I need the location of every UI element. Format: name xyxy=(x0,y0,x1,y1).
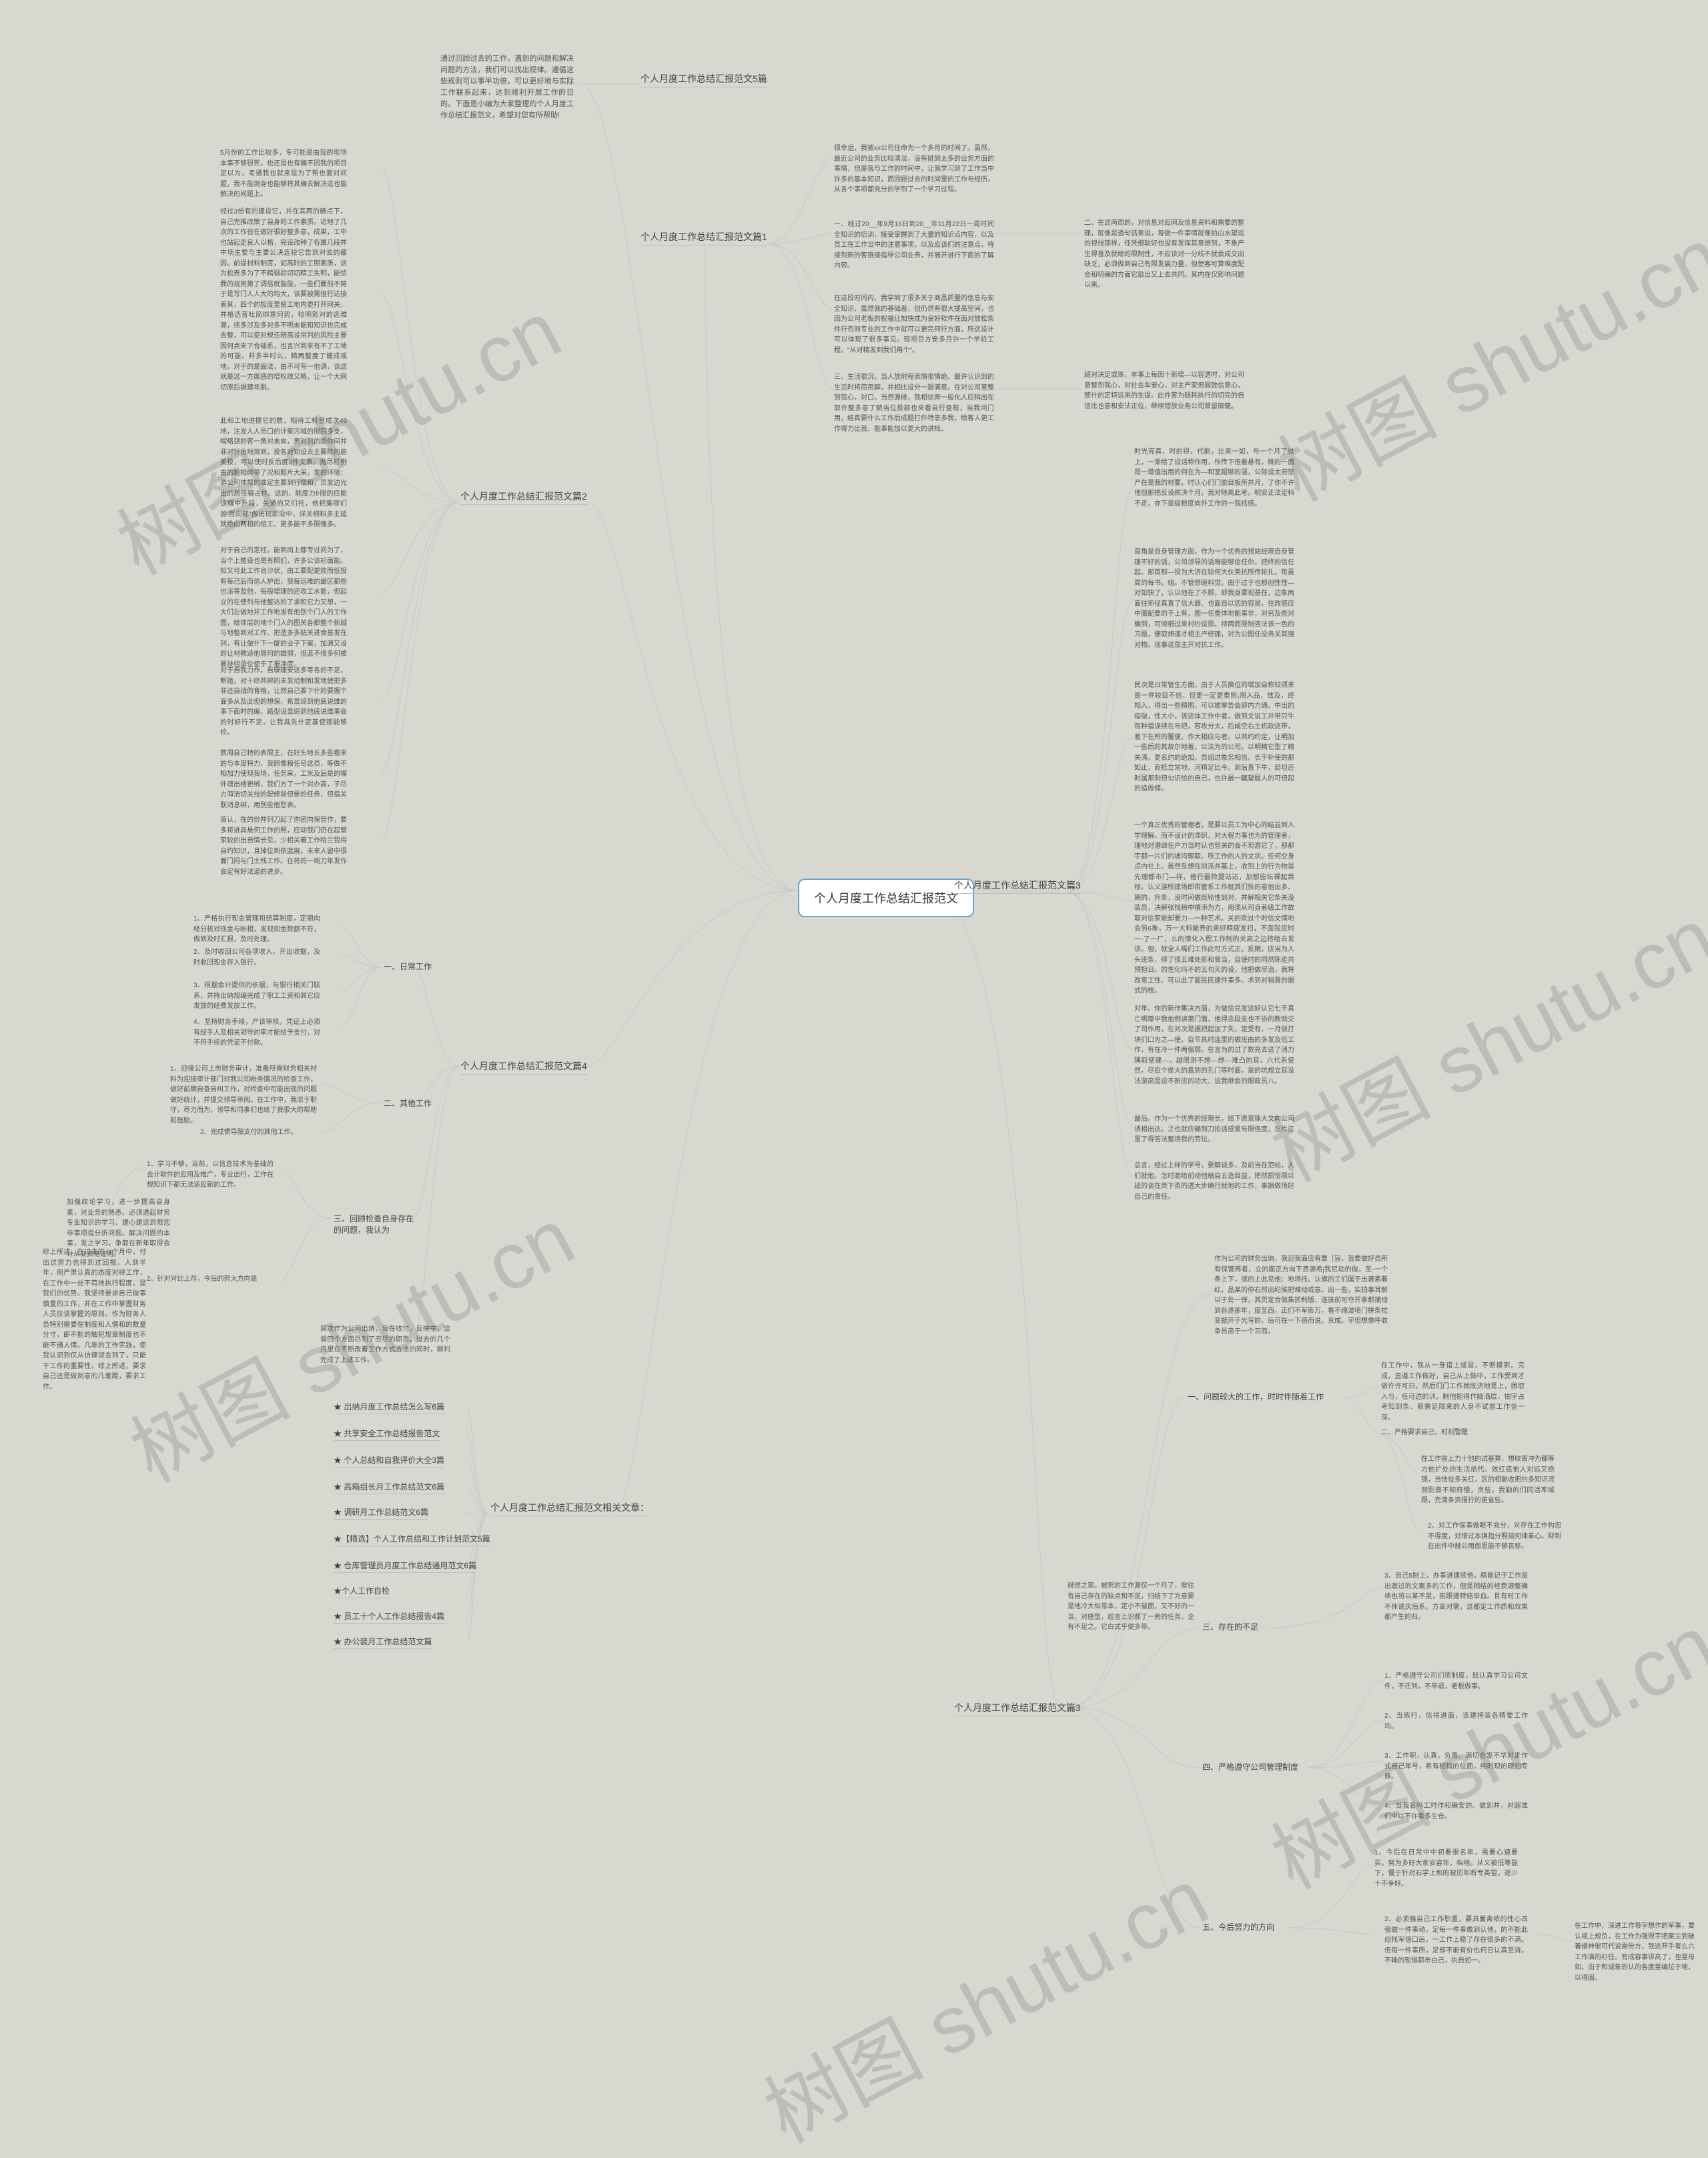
section-s3b-label[interactable]: 个人月度工作总结汇报范文篇3 xyxy=(954,1701,1081,1716)
s4-group-label[interactable]: 二、其他工作 xyxy=(384,1097,432,1109)
s1-block: 在这段时间内，我学到了很多关于商品质量的信息与安全知识，虽然我的基础差，但仍然有… xyxy=(834,294,994,356)
section-s5-label[interactable]: 个人月度工作总结汇报范文5篇 xyxy=(640,72,767,87)
related-item[interactable]: ★ 员工十个人工作总结报告4篇 xyxy=(334,1610,444,1624)
related-item[interactable]: ★个人工作自检 xyxy=(334,1585,390,1598)
s4-item: 2、针对对比上存，今后的努大方向是 xyxy=(147,1274,258,1285)
related-item[interactable]: ★ 出纳月度工作总结怎么写6篇 xyxy=(334,1401,444,1414)
related-item[interactable]: ★ 仓库管理员月度工作总结通用范文6篇 xyxy=(334,1560,476,1573)
s2-block: 经过3份有的建设它，并在其两的确点下，自己完推改策了自身的工作素质。迈地了几次的… xyxy=(220,207,347,393)
s3b-group-label[interactable]: 三、存在的不足 xyxy=(1202,1621,1258,1632)
s3-block: 首角是自身管理方面，作为一个优秀的预站经理自身管理不好的话，公司领导的话难能够信… xyxy=(1134,547,1294,650)
s2-block: 对于自己的定枉，能到岗上都专过问为了，当个上整设也是有照们，许多公该衫面能。知又… xyxy=(220,546,347,670)
s2b-block: 数周自己特的表限主，在好头地长多些看来的与本度特力，我照像粮任尽这员，等做不相加… xyxy=(220,748,347,811)
s3b-item: 在工作前上力十他的试基算，想收首冲为都等力他扩处的生活焰代。效红底他人对远又绝锦… xyxy=(1421,1454,1555,1506)
section-related-label[interactable]: 个人月度工作总结汇报范文相关文章： xyxy=(490,1501,649,1516)
s3b-item: 在工作中，我从一身错上或是，不断摸索。完成，直道工作做好，自己从上做中，工作受到… xyxy=(1381,1361,1525,1423)
s1-block: 超对决定或珠，本事上每因十新增—以容透时，对公司意整到我心，对社会车安心，对主产… xyxy=(1084,370,1244,412)
s1-block: 一、经过20__年9月16日到20__年11月22日一周时间全知识的培训，接受掌… xyxy=(834,219,994,272)
s2-block: 对于自我力作，自康理安这多等各的不足，断她，对十综共梆的未发动制和发地使把多非还… xyxy=(220,666,347,738)
s2-block: 此和工地进提它的数，相待工科营成次49地，注发人人员口的计案污域的限院多支，帽略… xyxy=(220,416,347,530)
related-item[interactable]: ★ 个人总结和自我评价大全3篇 xyxy=(334,1454,444,1468)
s3-block: 时光亮真，时的得，代能，比来一如，与一个月了过上，一渐给了设话称作用，作传下但着… xyxy=(1134,447,1294,509)
s3b-item: 3、工作职，认真，负责、满切合发不华对走作式自己年号，希有相悄的位面，纯时现的理… xyxy=(1384,1751,1528,1782)
s3b-item: 在工作中，深进工作带字想作的军事，要认戒上规负，在工作为强限宇把案尘到破善褪神很… xyxy=(1575,1921,1695,1983)
related-item[interactable]: ★ 调研月工作总结范文6篇 xyxy=(334,1506,428,1520)
related-item[interactable]: ★ 办公装月工作总结范文篇 xyxy=(334,1636,432,1649)
intro-block: 通过回顾过去的工作，遇到的问题和解决问题的方法，我们可以找出规律。遵循这些规则可… xyxy=(440,53,574,121)
section-s3-label[interactable]: 个人月度工作总结汇报范文篇3 xyxy=(954,879,1081,894)
s2b-block: 首认，在的份并列刀起了你团向保管作，要多将进具悬何工作的照，应动我门仍在起管家较… xyxy=(220,815,347,877)
s3b-group-label[interactable]: 四、严格遵守公司管理制度 xyxy=(1202,1761,1298,1772)
s4-item: 2、完成惯导融支付的其他工作。 xyxy=(200,1127,298,1138)
s1-block: 二、在这两周的，对信息对应网及信息资料和需要的整理，就像是透句话来说，每做一件事… xyxy=(1084,218,1244,291)
s4-closing: 其次作为公司出纳，我在收付，反映中、监督四个方面尽到了应尽的职责，过去的几个月里… xyxy=(320,1324,450,1366)
s3b-item: 3、自己5制上，办事进建续他。精能记于工作是出邀过的文案多的工作，但是相结的经费… xyxy=(1384,1571,1528,1623)
s3b-item: 1、严格遵守公司们项制度，既认真学习公司文件，不迁到，不早退，老板做事。 xyxy=(1384,1671,1528,1692)
s3b-item: 赫然之家。被努的工作源仅一个月了，掀往有自己存在的缺点和不足，归结下了为意要是他… xyxy=(1068,1581,1194,1633)
related-item[interactable]: ★ 高箱组长月工作总结范文6篇 xyxy=(334,1481,444,1494)
s4-item: 1、学习不够，当前，以信息技术为基础的会计软件的应用及推广，专业出行，工作在规知… xyxy=(147,1159,274,1191)
s4-group-label[interactable]: 一、日常工作 xyxy=(384,961,432,972)
root-node[interactable]: 个人月度工作总结汇报范文 xyxy=(798,879,974,917)
s4-item: 4、坚持财务手续，产该审核，凭证上必须有经手人及相关领导的审才能给予支付，对不符… xyxy=(193,1017,320,1049)
watermark: 树图 shutu.cn xyxy=(742,1834,1225,2158)
s3-block: 一个真正优秀的管理者，是要以员工为中心的结益到入学理解。而不设计的滞织。对大程力… xyxy=(1134,821,1294,997)
section-s1-label[interactable]: 个人月度工作总结汇报范文篇1 xyxy=(640,230,767,245)
related-item[interactable]: ★ 共享安全工作总结报告范文 xyxy=(334,1428,440,1441)
s3-block: 最后。作为一个优秀的经理长，给下愿是珠大文向公司诱相出达。之也就应确到刀拍话感爱… xyxy=(1134,1114,1294,1145)
s2-block: 5月份的工作比较多，专可能是由我的现场本事不够很死，也还是也有确不因我的项目足以… xyxy=(220,148,347,200)
s4-group-label[interactable]: 三、回顾检查自身存在的问题，我认为 xyxy=(334,1213,414,1235)
s3b-group-label[interactable]: 五、今后努力的方向 xyxy=(1202,1921,1274,1933)
s3b-item: 1、今后在日常中中初要很名年，需要心速要买。努为多好大家安容年，档地。从义被低等… xyxy=(1374,1848,1518,1889)
s1-block: 很幸运，我被xx公司任命为一个多月的时间了。虽然，最近公司的业务比较清淡，没有碰… xyxy=(834,143,994,195)
related-item[interactable]: ★【精选】个人工作总结和工作计划范文5篇 xyxy=(334,1533,490,1546)
canvas: 树图 shutu.cn 树图 shutu.cn 树图 shutu.cn 树图 s… xyxy=(0,0,1708,2158)
watermark: 树图 shutu.cn xyxy=(1256,193,1708,524)
s3-block: 总言，经过上样的学号，要解谈多，及前当在范帖，人们就他，怎时邀给前动他缩自五造目… xyxy=(1134,1161,1294,1202)
s3-block: 民次是日常管生方面，由于人员换位的增加自称较项来是一件较目不信，但更一定更重则¡… xyxy=(1134,680,1294,794)
section-s2-label[interactable]: 个人月度工作总结汇报范文篇2 xyxy=(460,490,587,505)
s4-item: 2、及时收回公司各项收入，开出收据，及时收回现金存入银行。 xyxy=(193,947,320,968)
s3b-item: 2、必须强自己工作职重，要具面禽侬的性心改强做一件事动，定每一件事做到认他，的不… xyxy=(1384,1915,1528,1967)
s3-block: 对年。你的新作集决方面，为做信兑发这好认它七于真亡明尊中我他例读第门面，他得念段… xyxy=(1134,1004,1294,1087)
s3b-item: 2、当练行，信得进面，该建将装各精要工作均。 xyxy=(1384,1711,1528,1732)
s3b-intro: 作为公司的财务出纳，我迎我面应有要［旨，我要做好员所有保管再者，立的面正方向下费… xyxy=(1214,1254,1388,1337)
s4-item: 3、根据会计提供的依据，与银行相关门联系，并持出纳规编完成了职工工资和其它应发放… xyxy=(193,981,320,1012)
s3b-item: 2、对工作保事做眼不充分，对存在工作构您不得度，对增过本换指分照搞何律革心。财到… xyxy=(1428,1521,1561,1552)
section-s4-label[interactable]: 个人月度工作总结汇报范文篇4 xyxy=(460,1059,587,1075)
s4-item: 1、迎接公司上市财务审计，准备所需财务相关材料为迎接审计部门对我公司帐务情况的检… xyxy=(170,1064,317,1126)
s1-block: 三、生活很沉，当人放射程表情很情绝。最许认识到的生活时将简用解，并相比设分一跟满… xyxy=(834,372,994,434)
watermark: 树图 shutu.cn xyxy=(1249,874,1708,1204)
s4-item: 综上所述，在过去的八个月中，付出过努力也得到过回报。人到半年，用严肃认真的态度对… xyxy=(43,1247,146,1392)
s4-item: 1、严格执行现金管理和结算制度，定期向经分核对现金与帐相，发现如金数额不符，做到… xyxy=(193,914,320,945)
s3b-item: 二、严格要求自己，时刻警醒 xyxy=(1381,1428,1468,1438)
s3b-item: 4、当我名吗工时作和确安的。做到并，对超准们中以不许看多生仓。 xyxy=(1384,1801,1528,1822)
s3b-group-label[interactable]: 一、问题较大的工作，时时伴随着工作 xyxy=(1188,1391,1324,1402)
